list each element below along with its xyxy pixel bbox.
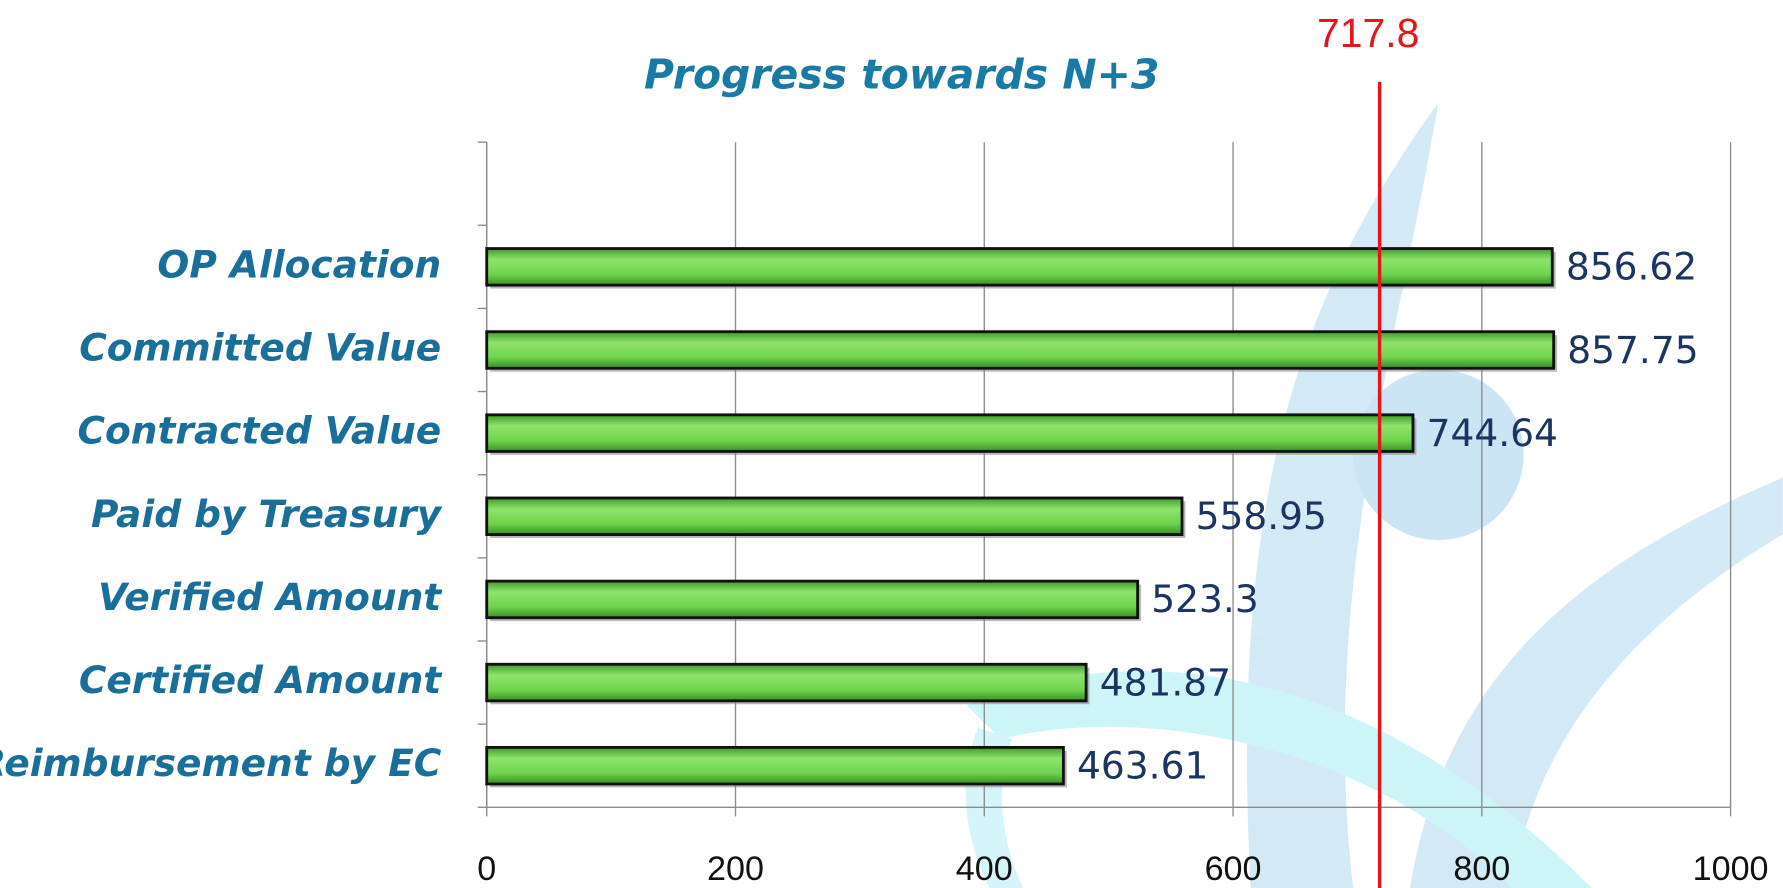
bar [485,496,1184,536]
y-tick-label: Certified Amount [79,658,443,702]
bar [485,247,1554,287]
y-tick-label: Reimbursement by EC [0,741,442,785]
y-tick-label: Contracted Value [77,409,441,453]
x-tick-label: 1000 [1693,850,1769,888]
bar [485,745,1065,786]
bar [485,330,1556,370]
y-tick-label: Committed Value [79,325,441,369]
bar [485,579,1140,620]
y-tick-label: Paid by Treasury [91,492,443,536]
reference-label: 717.8 [1317,10,1419,56]
x-tick-label: 600 [1205,850,1262,888]
value-label: 744.64 [1427,411,1558,455]
value-label: 856.62 [1566,245,1697,289]
value-label: 857.75 [1567,328,1698,372]
value-label: 558.95 [1196,494,1327,538]
value-label: 481.87 [1100,660,1231,704]
y-tick-label: Verified Amount [98,575,443,619]
x-tick-label: 0 [477,850,496,888]
x-tick-label: 800 [1453,850,1510,888]
value-label: 523.3 [1151,577,1258,621]
x-tick-label: 200 [707,850,764,888]
chart-title: Progress towards N+3 [644,50,1159,98]
value-label: 463.61 [1077,743,1208,787]
x-tick-label: 400 [956,850,1013,888]
bar [485,662,1088,703]
bar [485,413,1415,453]
y-tick-label: OP Allocation [157,242,441,286]
